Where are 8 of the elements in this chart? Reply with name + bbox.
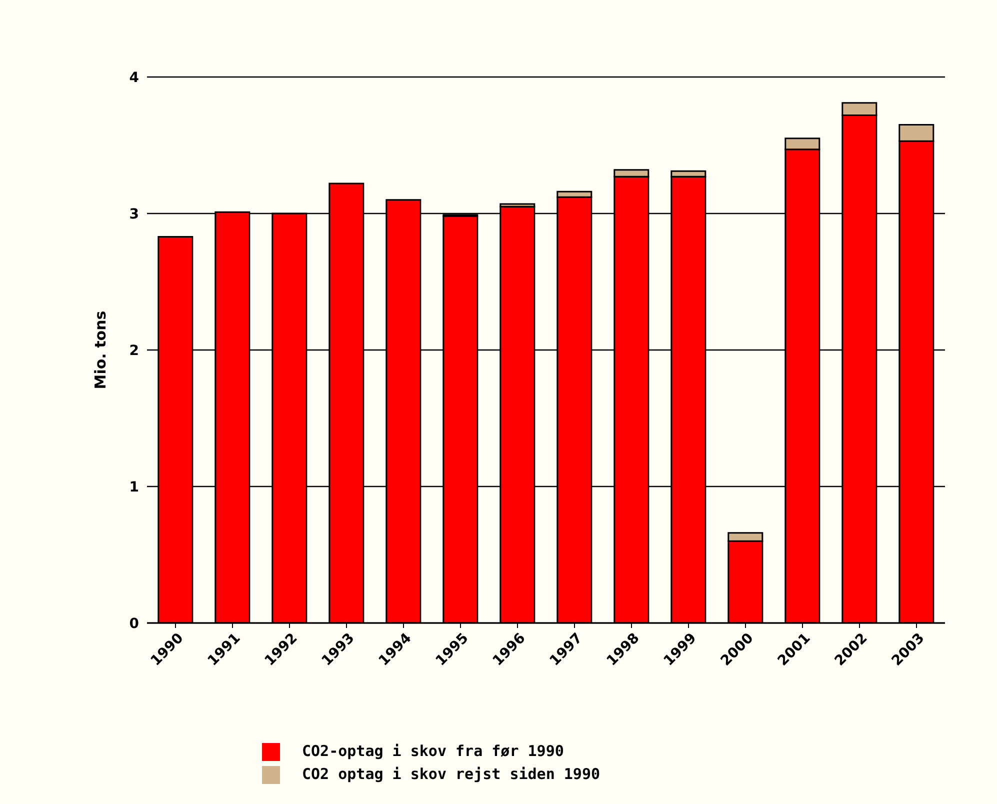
y-tick-label: 0 <box>129 616 140 632</box>
legend-label: CO2-optag i skov fra før 1990 <box>302 742 564 760</box>
y-axis-title: Mio. tons <box>91 310 110 390</box>
y-tick-label: 3 <box>129 206 139 222</box>
y-tick-label: 2 <box>129 342 139 359</box>
y-tick-label: 1 <box>129 479 139 496</box>
y-tick-label: 4 <box>129 70 140 86</box>
legend-label: CO2 optag i skov rejst siden 1990 <box>302 765 600 783</box>
